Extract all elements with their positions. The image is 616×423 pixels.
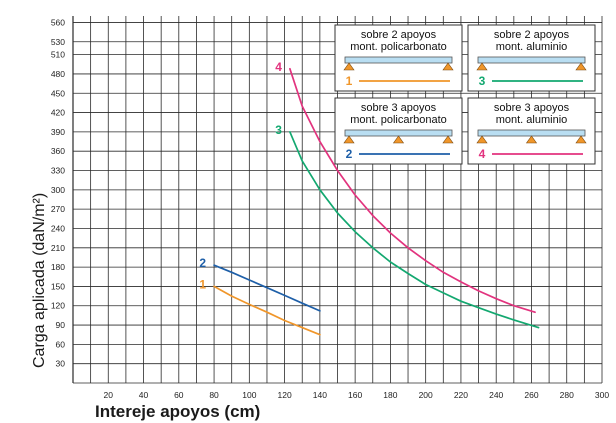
series-lines: 1 2 3 4 (199, 60, 540, 336)
y-tick-label: 560 (51, 17, 65, 27)
legend-line1: sobre 3 apoyos (361, 102, 437, 114)
y-tick-label: 530 (51, 37, 65, 47)
tick-labels: 3060901201501802102402703003303603904204… (51, 17, 610, 400)
support-triangle-icon (442, 135, 454, 144)
x-tick-label: 260 (524, 390, 538, 400)
y-tick-label: 480 (51, 69, 65, 79)
support-triangle-icon (525, 135, 538, 144)
x-tick-label: 220 (454, 390, 468, 400)
y-axis-title: Carga aplicada (daN/m²) (31, 193, 48, 368)
x-axis-title: Intereje apoyos (cm) (95, 402, 260, 421)
y-tick-label: 210 (51, 243, 65, 253)
beam-diagram (477, 56, 586, 64)
series-label-4: 4 (275, 60, 282, 74)
y-tick-label: 450 (51, 88, 65, 98)
x-tick-label: 240 (489, 390, 503, 400)
x-tick-label: 300 (595, 390, 609, 400)
support-triangle-icon (343, 62, 355, 71)
y-tick-label: 360 (51, 146, 65, 156)
series-line-1 (213, 285, 321, 336)
y-tick-label: 90 (56, 320, 66, 330)
legend-line1: sobre 3 apoyos (494, 102, 570, 114)
series-line-3 (289, 131, 540, 329)
x-tick-label: 160 (348, 390, 362, 400)
series-line-2 (213, 264, 321, 312)
support-triangle-icon (575, 135, 587, 144)
x-tick-label: 120 (278, 390, 292, 400)
x-tick-label: 60 (174, 390, 184, 400)
support-triangle-icon (392, 135, 405, 144)
legend-series-number: 3 (479, 74, 486, 88)
y-tick-label: 270 (51, 204, 65, 214)
x-tick-label: 100 (242, 390, 256, 400)
support-triangle-icon (575, 62, 587, 71)
legend-line1: sobre 2 apoyos (494, 29, 570, 41)
legend-line2: mont. policarbonato (350, 41, 447, 53)
legend-line1: sobre 2 apoyos (361, 29, 437, 41)
y-tick-label: 240 (51, 223, 65, 233)
series-label-2: 2 (199, 256, 206, 270)
x-tick-label: 40 (139, 390, 149, 400)
y-tick-label: 420 (51, 108, 65, 118)
legend-line2: mont. policarbonato (350, 114, 447, 126)
legend-line2: mont. aluminio (496, 41, 568, 53)
legend-series-number: 1 (346, 74, 353, 88)
legend-series-number: 2 (346, 147, 353, 161)
grid (72, 16, 603, 384)
y-tick-label: 390 (51, 127, 65, 137)
beam-diagram (344, 56, 453, 64)
y-tick-label: 150 (51, 281, 65, 291)
series-line-4 (289, 67, 536, 314)
y-tick-label: 330 (51, 166, 65, 176)
support-triangle-icon (476, 62, 488, 71)
support-triangle-icon (476, 135, 488, 144)
beam-diagram (344, 129, 453, 137)
x-tick-label: 280 (560, 390, 574, 400)
x-tick-label: 180 (383, 390, 397, 400)
support-triangle-icon (343, 135, 355, 144)
beam-diagram (477, 129, 586, 137)
support-triangle-icon (442, 62, 454, 71)
y-tick-label: 510 (51, 50, 65, 60)
series-label-1: 1 (199, 277, 206, 291)
x-tick-label: 80 (209, 390, 219, 400)
y-tick-label: 60 (56, 339, 66, 349)
legend-series-number: 4 (479, 147, 486, 161)
series-label-3: 3 (275, 123, 282, 137)
y-tick-label: 300 (51, 185, 65, 195)
legend-line2: mont. aluminio (496, 114, 568, 126)
y-tick-label: 120 (51, 301, 65, 311)
x-tick-label: 20 (104, 390, 114, 400)
y-tick-label: 180 (51, 262, 65, 272)
x-tick-label: 200 (419, 390, 433, 400)
y-tick-label: 30 (56, 359, 66, 369)
x-tick-label: 140 (313, 390, 327, 400)
